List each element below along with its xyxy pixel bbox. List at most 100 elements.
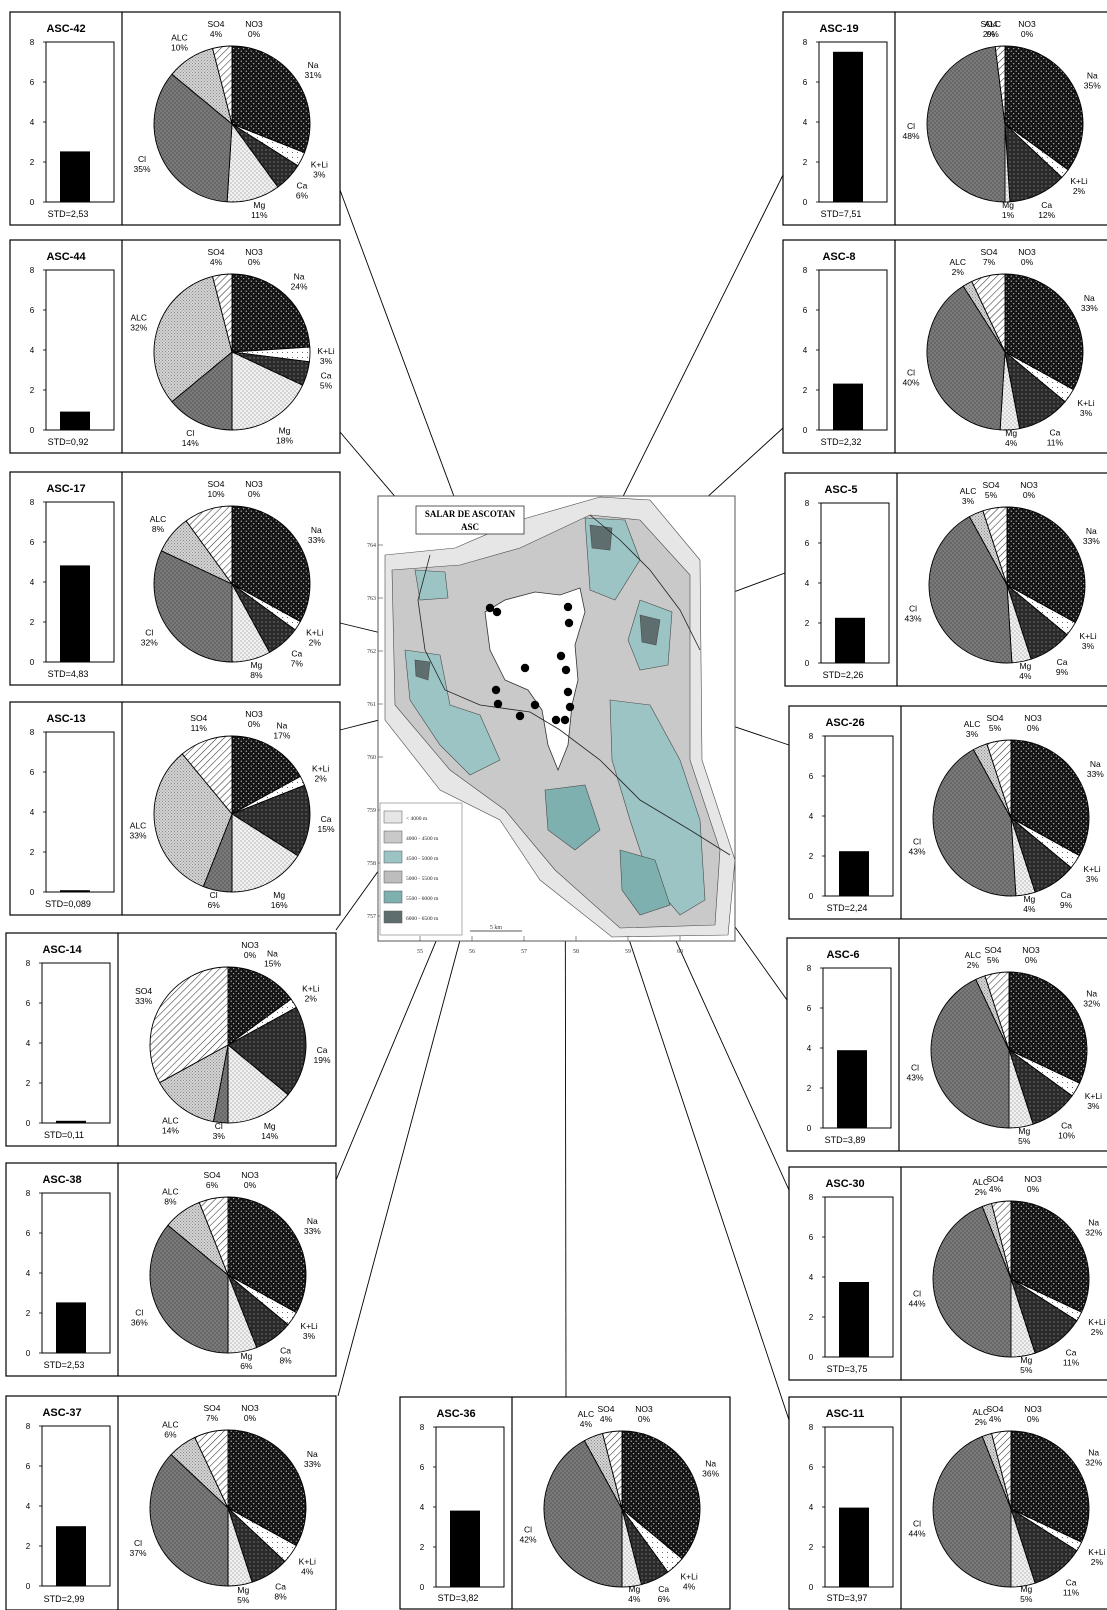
pie-label-group: K+Li3% [1083,864,1100,884]
pie-label-name: Na [307,1216,318,1226]
terrain-zone [404,649,501,776]
pie-label-group: K+Li2% [1070,176,1087,196]
pie-label-value: 36% [131,1318,148,1328]
terrain-zone [544,784,601,851]
pie-slice-na [231,273,311,353]
map-x-tick-label: 56 [469,949,475,955]
pie-slice-cl [153,550,233,663]
pie-label-group: Mg6% [240,1351,253,1371]
bar-y-tick-label: 2 [26,1309,31,1318]
map-scale-label: 5 km [490,925,503,931]
pie-label-group: Ca8% [274,1582,287,1602]
station-panel-asc-30: ASC-3002468STD=3,75NO30%Na32%K+Li2%Ca11%… [788,1166,1107,1381]
station-marker-asc-42 [492,607,502,617]
pie-label-name: Cl [913,836,921,846]
bar-y-tick-label: 4 [809,1503,814,1512]
pie-label-value: 48% [902,131,919,141]
pie-label-value: 33% [304,1459,321,1469]
pie-label-name: NO3 [245,479,263,489]
pie-label-name: K+Li [317,346,334,356]
pie-label-value: 8% [250,670,263,680]
pie-label-group: Mg4% [1005,428,1018,448]
pie-slice-cl [171,351,233,431]
bar-y-tick-label: 6 [809,1233,814,1242]
pie-label-group: K+Li4% [299,1557,316,1577]
std-label: STD=2,53 [48,209,89,219]
pie-slice-cl [926,46,1006,203]
std-bar [837,1050,867,1128]
bar-y-tick-label: 0 [26,1119,31,1128]
pie-slice-so4 [185,505,233,586]
pie-label-value: 3% [1082,641,1095,651]
map-title-line2: ASC [461,522,479,532]
bar-y-tick-label: 4 [803,118,808,127]
terrain-zone [414,659,431,681]
pie-label-name: Cl [909,603,917,613]
pie-label-name: Ca [1061,890,1072,900]
pie-label-name: K+Li [1070,176,1087,186]
pie-label-value: 12% [1038,210,1055,220]
pie-label-value: 43% [906,1072,923,1082]
pie-label-name: Na [1087,71,1098,81]
bar-y-tick-label: 8 [30,728,35,737]
pie-slice-so4 [994,45,1006,125]
bar-y-tick-label: 8 [30,498,35,507]
pie-label-name: ALC [960,486,977,496]
pie-label-value: 5% [1020,1365,1033,1375]
std-bar [60,565,90,662]
pie-label-name: K+Li [299,1557,316,1567]
pie-label-name: Cl [524,1524,532,1534]
pie-label-value: 2% [983,29,996,39]
pie-label-value: 0% [248,257,261,267]
pie-label-name: ALC [965,950,982,960]
pie-label-value: 0% [248,719,261,729]
bar-y-tick-label: 2 [30,158,35,167]
bar-y-tick-label: 8 [30,266,35,275]
pie-label-name: SO4 [190,713,207,723]
station-title: ASC-36 [436,1408,475,1420]
pie-label-name: Ca [1057,657,1068,667]
pie-label-name: SO4 [980,19,997,29]
pie-label-name: Mg [264,1121,276,1131]
pie-label-value: 9% [1056,667,1069,677]
map-x-tick-label: 58 [573,949,579,955]
std-bar [60,890,90,892]
station-panel-asc-36: ASC-3602468STD=3,82NO30%Na36%K+Li4%Ca6%M… [399,1396,731,1610]
map-y-tick-label: 764 [367,543,376,549]
pie-label-value: 32% [1085,1457,1102,1467]
bar-y-tick-label: 6 [803,78,808,87]
pie-label-value: 6% [206,1180,219,1190]
bar-y-tick-label: 0 [30,426,35,435]
bar-y-tick-label: 0 [803,426,808,435]
bar-y-tick-label: 0 [30,888,35,897]
pie-label-value: 43% [904,613,921,623]
pie-label-value: 15% [317,824,334,834]
pie-label-name: ALC [131,313,148,323]
pie-label-name: SO4 [986,1404,1003,1414]
pie-label-name: Mg [279,426,291,436]
pie-label-name: Cl [210,890,218,900]
pie-label-name: K+Li [1088,1547,1105,1557]
std-bar [833,51,863,202]
pie-label-name: Cl [907,367,915,377]
pie-label-value: 6% [164,1430,177,1440]
pie-label-name: SO4 [986,713,1003,723]
pie-label-name: SO4 [207,247,224,257]
bar-y-tick-label: 6 [26,1462,31,1471]
bar-y-tick-label: 4 [30,346,35,355]
pie-label-name: NO3 [241,1170,259,1180]
pie-label-value: 2% [975,1417,988,1427]
